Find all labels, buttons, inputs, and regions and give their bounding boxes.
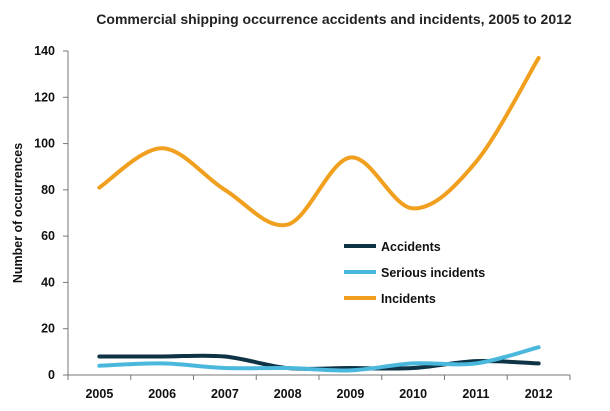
x-tick-label: 2007	[211, 387, 239, 401]
y-tick-label: 20	[41, 322, 55, 336]
x-tick-label: 2010	[399, 387, 427, 401]
x-tick-label: 2009	[336, 387, 364, 401]
y-tick-label: 100	[34, 137, 55, 151]
series-line-serious-incidents	[97, 345, 541, 373]
legend-label: Accidents	[381, 240, 441, 254]
y-tick-label: 0	[48, 368, 55, 382]
series-line-incidents	[97, 55, 541, 228]
x-tick-label: 2008	[274, 387, 302, 401]
x-tick-label: 2005	[85, 387, 113, 401]
chart-title: Commercial shipping occurrence accidents…	[96, 11, 572, 27]
y-tick-label: 80	[41, 183, 55, 197]
x-tick-label: 2012	[525, 387, 553, 401]
x-tick-label: 2011	[462, 387, 489, 401]
y-tick-label: 40	[41, 275, 55, 289]
y-tick-label: 120	[34, 90, 55, 104]
legend-label: Serious incidents	[381, 266, 485, 280]
y-tick-label: 140	[34, 44, 55, 58]
y-tick-label: 60	[41, 229, 55, 243]
y-axis-label: Number of occurrences	[11, 143, 25, 283]
legend-label: Incidents	[381, 292, 436, 306]
x-tick-label: 2006	[148, 387, 176, 401]
